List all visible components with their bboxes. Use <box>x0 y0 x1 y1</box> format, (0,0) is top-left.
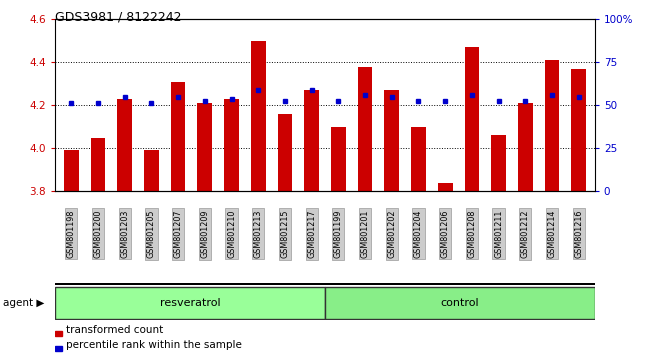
Text: transformed count: transformed count <box>66 325 163 335</box>
Bar <box>224 99 239 191</box>
Text: GSM801209: GSM801209 <box>200 209 209 258</box>
Text: GSM801199: GSM801199 <box>334 209 343 258</box>
Text: GSM801216: GSM801216 <box>574 210 583 258</box>
Bar <box>251 41 266 191</box>
Text: GSM801206: GSM801206 <box>441 210 450 258</box>
Text: GSM801202: GSM801202 <box>387 209 396 258</box>
Text: GSM801212: GSM801212 <box>521 209 530 258</box>
Text: GDS3981 / 8122242: GDS3981 / 8122242 <box>55 11 182 24</box>
Bar <box>55 331 62 336</box>
Bar <box>384 90 399 191</box>
Bar <box>171 82 185 191</box>
Text: resveratrol: resveratrol <box>160 298 220 308</box>
Text: GSM801215: GSM801215 <box>280 209 289 258</box>
Bar <box>304 90 319 191</box>
Bar <box>144 150 159 191</box>
FancyBboxPatch shape <box>55 287 325 319</box>
Bar <box>331 127 346 191</box>
Text: GSM801200: GSM801200 <box>94 210 103 258</box>
Text: GSM801205: GSM801205 <box>147 209 156 258</box>
Bar <box>465 47 479 191</box>
Bar <box>358 67 372 191</box>
Text: GSM801207: GSM801207 <box>174 209 183 258</box>
Text: GSM801208: GSM801208 <box>467 210 476 258</box>
Text: percentile rank within the sample: percentile rank within the sample <box>66 340 242 350</box>
Bar <box>411 127 426 191</box>
FancyBboxPatch shape <box>325 287 595 319</box>
Bar <box>438 183 452 191</box>
Text: GSM801198: GSM801198 <box>67 210 76 258</box>
Bar <box>518 103 532 191</box>
Bar <box>491 135 506 191</box>
Text: GSM801203: GSM801203 <box>120 210 129 258</box>
Text: GSM801217: GSM801217 <box>307 209 316 258</box>
Text: control: control <box>441 298 479 308</box>
Text: GSM801211: GSM801211 <box>494 210 503 258</box>
Bar <box>55 346 62 351</box>
Text: GSM801201: GSM801201 <box>361 210 370 258</box>
Text: GSM801213: GSM801213 <box>254 210 263 258</box>
Bar <box>545 60 560 191</box>
Bar <box>198 103 212 191</box>
Bar <box>90 137 105 191</box>
Bar <box>571 69 586 191</box>
Text: GSM801204: GSM801204 <box>414 210 423 258</box>
Text: agent ▶: agent ▶ <box>3 298 45 308</box>
Text: GSM801214: GSM801214 <box>547 210 556 258</box>
Bar <box>64 150 79 191</box>
Text: GSM801210: GSM801210 <box>227 210 236 258</box>
Bar <box>278 114 292 191</box>
Bar <box>118 99 132 191</box>
